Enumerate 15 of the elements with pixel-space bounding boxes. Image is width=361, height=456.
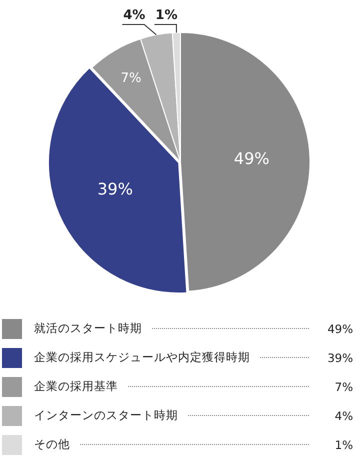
text: 4% bbox=[334, 408, 353, 422]
legend-label: その他 bbox=[34, 437, 70, 452]
data-label: 1% bbox=[155, 8, 178, 23]
text: 7% bbox=[334, 380, 353, 394]
data-label: 7% bbox=[120, 70, 142, 86]
data-label: 49% bbox=[234, 148, 270, 168]
data-label: 4% bbox=[123, 8, 146, 23]
text: 1% bbox=[334, 438, 353, 452]
legend-label: インターンのスタート時期 bbox=[34, 408, 178, 423]
legend-label: 企業の採用スケジュールや内定獲得時期 bbox=[34, 350, 250, 365]
data-label: 39% bbox=[97, 179, 133, 198]
legend-label: 就活のスタート時期 bbox=[34, 321, 142, 336]
text: 39% bbox=[327, 350, 353, 364]
legend-label: 企業の採用基準 bbox=[34, 379, 118, 394]
text: 49% bbox=[327, 322, 353, 336]
